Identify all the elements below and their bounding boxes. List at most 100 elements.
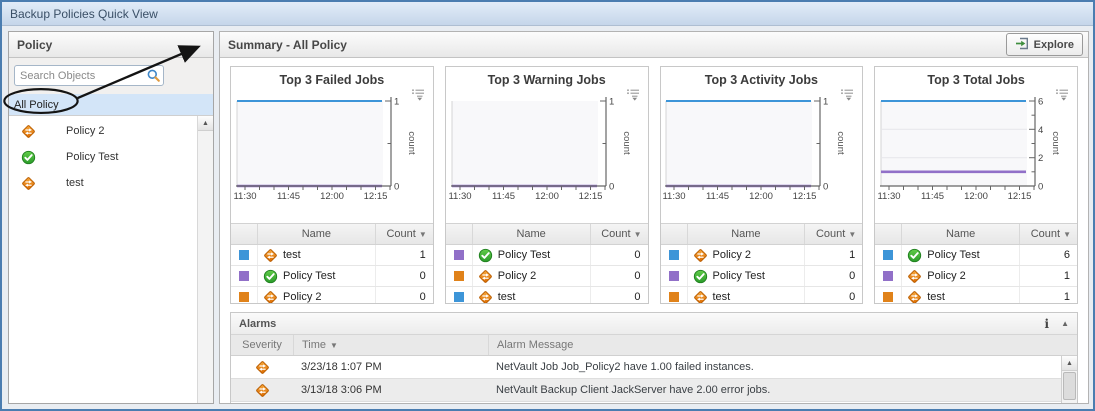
policy-name: Policy 2 (497, 270, 537, 282)
svg-text:12:00: 12:00 (535, 191, 559, 202)
count-value: 0 (589, 266, 648, 286)
policy-name: Policy Test (712, 270, 765, 282)
policy-name: test (927, 291, 945, 303)
series-color-swatch (239, 271, 249, 281)
sort-desc-icon: ▼ (1063, 229, 1071, 239)
policy-ok-icon (21, 150, 36, 164)
policy-sidebar: Policy All Policy Policy 2 (8, 31, 214, 404)
svg-text:11:45: 11:45 (921, 191, 944, 202)
alarm-message-column-header[interactable]: Alarm Message (488, 335, 1077, 355)
svg-text:11:30: 11:30 (448, 191, 471, 202)
count-column-header[interactable]: Count ▼ (1019, 224, 1077, 244)
series-color-swatch (239, 250, 249, 260)
sidebar-item-policy-test[interactable]: Policy Test (9, 144, 197, 170)
policy-name: Policy Test (927, 249, 980, 261)
count-column-header[interactable]: Count ▼ (804, 224, 862, 244)
sidebar-item-all-policy[interactable]: All Policy (9, 94, 213, 115)
jobs-trend-chart: 11:30 11:45 12:00 12:15 0 1 count (448, 97, 632, 203)
policy-item-label: Policy 2 (66, 125, 105, 137)
svg-text:0: 0 (823, 182, 828, 193)
svg-text:count: count (406, 131, 417, 155)
svg-text:11:45: 11:45 (706, 191, 729, 202)
series-color-swatch (453, 292, 464, 302)
chart-options-icon[interactable] (626, 88, 642, 107)
card-table-row[interactable]: Policy Test 6 (875, 245, 1077, 266)
sidebar-header-label: Policy (17, 37, 53, 52)
svg-text:12:15: 12:15 (793, 191, 817, 202)
severity-column-header[interactable]: Severity (242, 339, 282, 351)
card-title: Top 3 Activity Jobs (704, 73, 818, 87)
window-titlebar: Backup Policies Quick View (2, 2, 1093, 26)
policy-ok-icon (693, 269, 707, 283)
svg-text:12:00: 12:00 (320, 191, 344, 202)
explore-button[interactable]: Explore (1005, 33, 1083, 56)
policy-name: Policy 2 (927, 270, 966, 282)
sort-desc-icon: ▼ (848, 229, 857, 239)
alarms-column-header: Severity Time ▼ Alarm Message (231, 335, 1077, 356)
count-column-header[interactable]: Count ▼ (374, 224, 433, 244)
scroll-up-icon[interactable]: ▲ (1062, 356, 1077, 371)
card-top-3-failed-jobs: Top 3 Failed Jobs 11:30 11:45 12:00 12:15 0… (230, 66, 434, 304)
svg-text:4: 4 (1038, 125, 1043, 136)
card-table-row[interactable]: test 1 (231, 245, 433, 266)
card-table-row[interactable]: Policy 2 1 (660, 245, 863, 266)
count-value: 0 (374, 287, 433, 303)
count-value: 0 (804, 287, 862, 303)
alarm-row[interactable]: 3/13/18 3:06 PM NetVault Backup Client J… (231, 379, 1061, 402)
card-title: Top 3 Failed Jobs (279, 73, 385, 87)
time-column-header[interactable]: Time ▼ (293, 335, 488, 355)
name-column-header[interactable]: Name (471, 224, 590, 244)
sidebar-scrollbar[interactable]: ▲ (197, 116, 213, 403)
alarms-scrollbar[interactable]: ▲ (1061, 356, 1077, 403)
svg-text:0: 0 (609, 182, 614, 193)
alarms-panel: Alarms i ▲ Severity Time ▼ Alarm Message (230, 312, 1078, 403)
chart-options-icon[interactable] (1055, 88, 1071, 107)
scroll-up-icon[interactable]: ▲ (198, 116, 213, 131)
count-column-header[interactable]: Count ▼ (589, 224, 648, 244)
svg-text:11:45: 11:45 (492, 191, 515, 202)
card-table-row[interactable]: Policy Test 0 (231, 266, 433, 287)
jobs-trend-chart: 11:30 11:45 12:00 12:15 0 1 count (663, 97, 847, 203)
all-policy-label[interactable]: All Policy (14, 98, 59, 111)
card-table-row[interactable]: test 0 (446, 287, 648, 303)
scrollbar-thumb[interactable] (1063, 372, 1076, 400)
card-title: Top 3 Total Jobs (927, 73, 1025, 87)
count-value: 1 (1019, 266, 1077, 286)
name-column-header[interactable]: Name (257, 224, 375, 244)
name-column-header[interactable]: Name (901, 224, 1019, 244)
summary-header: Summary - All Policy Explore (220, 32, 1088, 58)
svg-text:12:00: 12:00 (749, 191, 773, 202)
explore-label: Explore (1033, 38, 1074, 51)
card-table-row[interactable]: test 1 (875, 287, 1077, 303)
policy-name: Policy 2 (283, 291, 322, 303)
svg-text:12:15: 12:15 (578, 191, 602, 202)
policy-item-label: Policy Test (66, 151, 119, 163)
collapse-icon[interactable]: ▲ (1061, 319, 1069, 328)
card-table-row[interactable]: Policy Test 0 (445, 245, 648, 266)
card-table-row[interactable]: Policy Test 0 (660, 266, 863, 287)
card-table-row[interactable]: Policy 2 1 (875, 266, 1077, 287)
sort-desc-icon: ▼ (633, 229, 642, 239)
policy-warning-icon (264, 248, 277, 262)
search-icon[interactable] (146, 68, 161, 88)
svg-text:1: 1 (609, 97, 614, 108)
count-value: 1 (804, 245, 862, 265)
name-column-header[interactable]: Name (686, 224, 805, 244)
chart-options-icon[interactable] (840, 88, 856, 107)
card-table-row[interactable]: Policy 2 0 (231, 287, 433, 303)
card-table-row[interactable]: Policy 2 0 (445, 266, 648, 287)
count-value: 1 (1019, 287, 1077, 303)
card-table-row[interactable]: test 0 (661, 287, 863, 303)
series-color-swatch (668, 271, 679, 281)
info-icon[interactable]: i (1044, 316, 1050, 331)
series-color-swatch (668, 250, 679, 260)
series-color-swatch (453, 271, 464, 281)
policy-name: Policy 2 (712, 249, 752, 261)
search-input[interactable] (14, 65, 164, 86)
summary-content: Top 3 Failed Jobs 11:30 11:45 12:00 12:15 0… (220, 58, 1088, 403)
alarm-row[interactable]: 3/23/18 1:07 PM NetVault Job Job_Policy2… (231, 356, 1061, 379)
alarm-row[interactable]: 3/13/18 3:06 PM NetVault Job backup have… (231, 402, 1061, 403)
sidebar-item-test[interactable]: test (9, 170, 197, 196)
chart-options-icon[interactable] (411, 88, 427, 107)
sidebar-item-policy-2[interactable]: Policy 2 (9, 118, 197, 144)
